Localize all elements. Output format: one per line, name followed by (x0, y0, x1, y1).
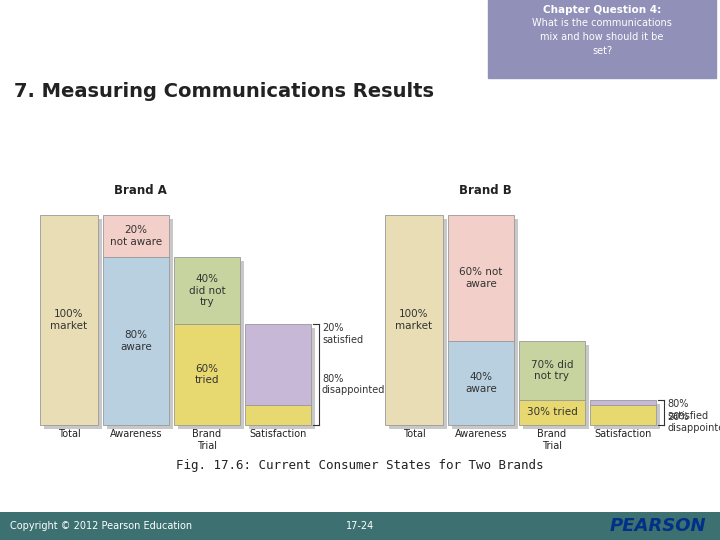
Bar (178, 328, 244, 429)
Text: 100%
market: 100% market (50, 309, 88, 331)
Text: 80%
disappointed: 80% disappointed (322, 374, 385, 395)
Text: 100%
market: 100% market (395, 309, 433, 331)
Text: Copyright © 2012 Pearson Education: Copyright © 2012 Pearson Education (10, 521, 192, 531)
Text: 40%
aware: 40% aware (465, 372, 497, 394)
Bar (249, 409, 315, 429)
Bar (523, 404, 589, 429)
Bar (448, 341, 514, 425)
Bar (590, 400, 656, 405)
Bar (178, 261, 244, 328)
Bar (245, 324, 311, 405)
Text: 20%
satisfied: 20% satisfied (322, 323, 363, 345)
Text: 30% tried: 30% tried (526, 407, 577, 417)
Bar (174, 324, 240, 425)
Bar (594, 404, 660, 409)
Bar (107, 261, 173, 429)
Bar (519, 400, 585, 425)
Text: 60%
tried: 60% tried (194, 364, 220, 386)
Text: Total: Total (402, 429, 426, 439)
Text: 20%
not aware: 20% not aware (110, 225, 162, 247)
Text: Chapter Question 4:: Chapter Question 4: (543, 5, 661, 15)
Text: Fig. 17.6: Current Consumer States for Two Brands: Fig. 17.6: Current Consumer States for T… (176, 458, 544, 471)
Bar (107, 219, 173, 261)
Bar (103, 215, 169, 257)
Bar (452, 345, 518, 429)
FancyBboxPatch shape (488, 0, 716, 78)
Bar (448, 215, 514, 341)
Bar (385, 215, 443, 425)
Text: 80%
aware: 80% aware (120, 330, 152, 352)
Bar (245, 405, 311, 425)
Text: 7. Measuring Communications Results: 7. Measuring Communications Results (14, 82, 434, 101)
Text: Satisfaction: Satisfaction (594, 429, 652, 439)
Text: Brand
Trial: Brand Trial (192, 429, 222, 450)
Text: 20%
disappointed: 20% disappointed (667, 411, 720, 433)
Bar (103, 257, 169, 425)
Bar (249, 328, 315, 409)
Text: 60% not
aware: 60% not aware (459, 267, 503, 289)
Bar (452, 219, 518, 345)
Text: 80%
satisfied: 80% satisfied (667, 399, 708, 421)
Bar (590, 405, 656, 425)
Text: Brand B: Brand B (459, 184, 511, 197)
Bar (594, 409, 660, 429)
Text: What is the communications
mix and how should it be
set?: What is the communications mix and how s… (532, 18, 672, 56)
Text: 70% did
not try: 70% did not try (531, 360, 573, 381)
Text: Brand
Trial: Brand Trial (537, 429, 567, 450)
Bar (389, 219, 447, 429)
Text: Satisfaction: Satisfaction (249, 429, 307, 439)
Text: 17-24: 17-24 (346, 521, 374, 531)
Bar (0, 512, 720, 540)
Bar (523, 345, 589, 404)
Text: Brand A: Brand A (114, 184, 166, 197)
Text: Awareness: Awareness (455, 429, 508, 439)
Bar (44, 219, 102, 429)
Bar (519, 341, 585, 400)
Bar (174, 257, 240, 324)
Text: PEARSON: PEARSON (609, 517, 706, 535)
Text: Total: Total (58, 429, 81, 439)
Bar (40, 215, 98, 425)
Text: Awareness: Awareness (109, 429, 162, 439)
Text: 40%
did not
try: 40% did not try (189, 274, 225, 307)
